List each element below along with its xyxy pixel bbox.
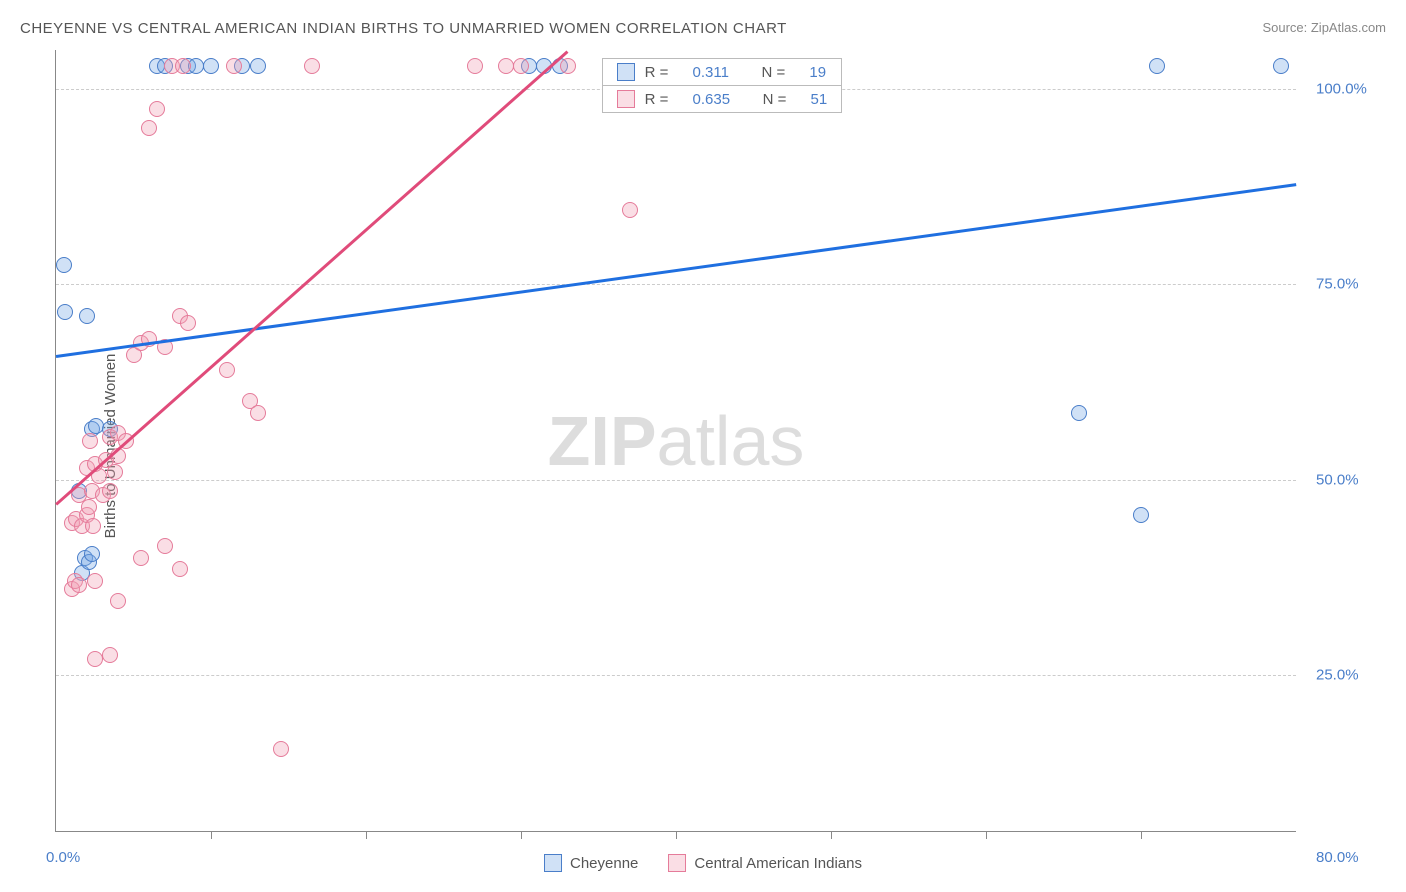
scatter-point xyxy=(79,308,95,324)
stat-row: R = 0.635 N = 51 xyxy=(603,85,842,112)
scatter-point xyxy=(219,362,235,378)
gridline xyxy=(56,480,1296,481)
scatter-point xyxy=(1071,405,1087,421)
scatter-point xyxy=(250,58,266,74)
scatter-point xyxy=(1273,58,1289,74)
source-attribution: Source: ZipAtlas.com xyxy=(1262,20,1386,35)
scatter-point xyxy=(172,561,188,577)
correlation-stats-box: R = 0.311 N = 19R = 0.635 N = 51 xyxy=(602,58,843,113)
scatter-point xyxy=(102,647,118,663)
x-origin-label: 0.0% xyxy=(46,849,80,866)
scatter-point xyxy=(57,304,73,320)
legend-label: Cheyenne xyxy=(570,855,638,872)
scatter-point xyxy=(133,550,149,566)
watermark: ZIPatlas xyxy=(548,401,805,481)
gridline xyxy=(56,675,1296,676)
legend-label: Central American Indians xyxy=(694,855,862,872)
scatter-point xyxy=(102,483,118,499)
scatter-point xyxy=(1133,507,1149,523)
scatter-point xyxy=(175,58,191,74)
x-tick xyxy=(986,831,987,839)
scatter-chart: ZIPatlas R = 0.311 N = 19R = 0.635 N = 5… xyxy=(55,50,1296,832)
trend-line-series1 xyxy=(56,183,1296,357)
chart-title: CHEYENNE VS CENTRAL AMERICAN INDIAN BIRT… xyxy=(20,20,787,37)
legend-item: Central American Indians xyxy=(668,854,862,872)
legend-swatch-icon xyxy=(544,854,562,872)
legend-swatch-icon xyxy=(617,63,635,81)
x-tick xyxy=(211,831,212,839)
scatter-point xyxy=(84,546,100,562)
x-tick xyxy=(366,831,367,839)
scatter-point xyxy=(203,58,219,74)
x-max-label: 80.0% xyxy=(1316,849,1359,866)
y-tick-label: 100.0% xyxy=(1316,81,1367,98)
stat-row: R = 0.311 N = 19 xyxy=(603,59,842,85)
scatter-point xyxy=(71,577,87,593)
scatter-point xyxy=(513,58,529,74)
scatter-point xyxy=(1149,58,1165,74)
scatter-point xyxy=(467,58,483,74)
y-tick-label: 25.0% xyxy=(1316,666,1359,683)
x-tick xyxy=(521,831,522,839)
scatter-point xyxy=(622,202,638,218)
legend-swatch-icon xyxy=(668,854,686,872)
scatter-point xyxy=(180,315,196,331)
scatter-point xyxy=(498,58,514,74)
chart-legend: Cheyenne Central American Indians xyxy=(544,854,862,872)
y-tick-label: 75.0% xyxy=(1316,276,1359,293)
scatter-point xyxy=(85,518,101,534)
scatter-point xyxy=(273,741,289,757)
scatter-point xyxy=(56,257,72,273)
scatter-point xyxy=(304,58,320,74)
legend-swatch-icon xyxy=(617,90,635,108)
y-tick-label: 50.0% xyxy=(1316,471,1359,488)
scatter-point xyxy=(82,433,98,449)
gridline xyxy=(56,284,1296,285)
scatter-point xyxy=(226,58,242,74)
scatter-point xyxy=(107,464,123,480)
scatter-point xyxy=(87,573,103,589)
x-tick xyxy=(1141,831,1142,839)
scatter-point xyxy=(110,593,126,609)
scatter-point xyxy=(141,120,157,136)
legend-item: Cheyenne xyxy=(544,854,638,872)
scatter-point xyxy=(157,538,173,554)
scatter-point xyxy=(560,58,576,74)
scatter-point xyxy=(87,651,103,667)
scatter-point xyxy=(250,405,266,421)
scatter-point xyxy=(149,101,165,117)
x-tick xyxy=(676,831,677,839)
x-tick xyxy=(831,831,832,839)
trend-line-series2 xyxy=(55,50,568,505)
